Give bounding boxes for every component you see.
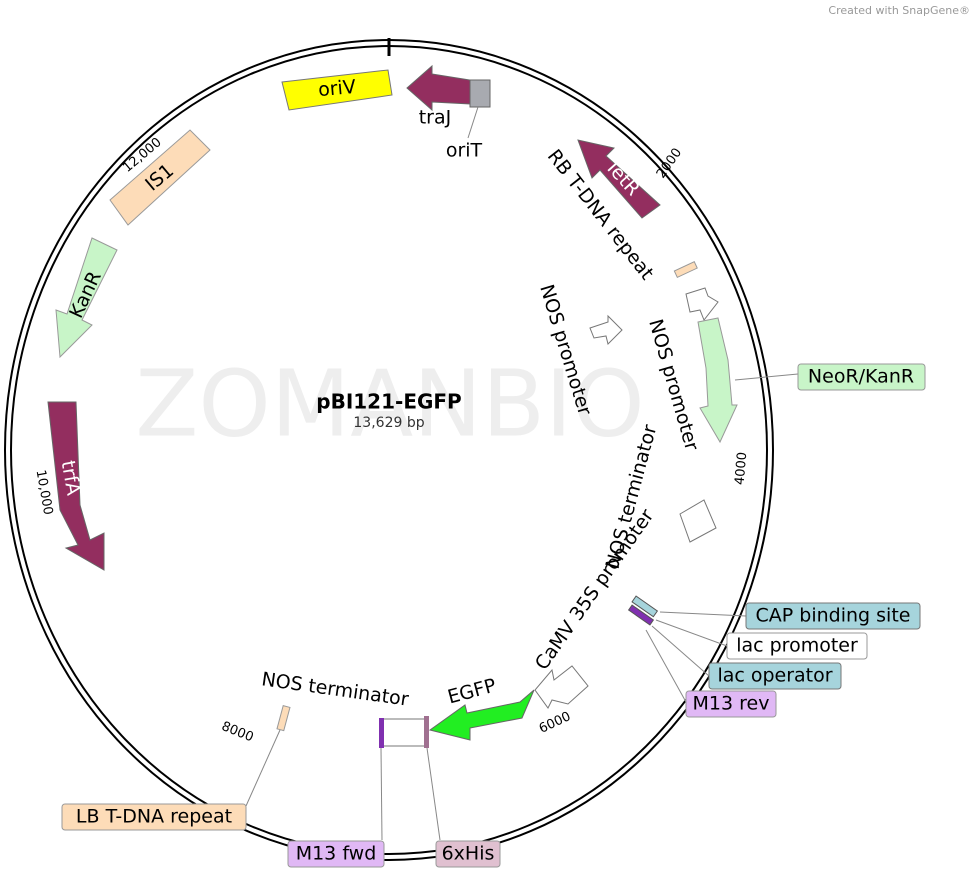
- callout-label: lac promoter: [736, 635, 858, 657]
- feature-is1: [109, 129, 211, 226]
- feature-6xhis: [424, 716, 429, 748]
- feature-camv: [534, 665, 589, 709]
- feature-m13fwd: [379, 718, 384, 748]
- callout-label: M13 fwd: [296, 843, 377, 865]
- callout-box: [708, 662, 842, 690]
- leader-line: [245, 729, 281, 807]
- callout-box: [685, 690, 777, 718]
- callout-label: NeoR/KanR: [808, 366, 914, 388]
- leader-line: [380, 747, 383, 841]
- callout-box: [287, 840, 385, 868]
- leader-line: [645, 629, 687, 703]
- feature-tetr: [577, 139, 661, 219]
- feature-label: KanR: [65, 268, 106, 322]
- map-title: pBI121-EGFP: [316, 390, 461, 414]
- leader-line: [467, 106, 479, 139]
- leader-line: [651, 625, 710, 677]
- feature-label: traJ: [419, 107, 452, 129]
- feature-trfa: [47, 401, 105, 571]
- feature-orit: [469, 79, 491, 108]
- feature-oriv: [281, 69, 393, 111]
- feature-his: [381, 718, 429, 747]
- tick-label: 10,000: [33, 469, 56, 516]
- callout-label: CAP binding site: [756, 605, 911, 627]
- feature-kanr: [55, 237, 118, 359]
- leader-line: [659, 611, 747, 617]
- feature-egfp: [428, 689, 535, 741]
- feature-cap: [631, 595, 659, 618]
- callout-box: [745, 602, 921, 630]
- watermark: ZOMANBIO: [135, 350, 644, 457]
- leader-line: [426, 747, 441, 841]
- callout-label: LB T-DNA repeat: [76, 806, 232, 828]
- callout-label: lac operator: [717, 665, 832, 687]
- feature-label: oriT: [446, 140, 483, 162]
- callout-box: [726, 632, 868, 660]
- map-size: 13,629 bp: [353, 415, 424, 431]
- feature-traj: [406, 64, 471, 112]
- callout-label: 6xHis: [442, 843, 495, 865]
- callout-label: M13 rev: [693, 693, 770, 715]
- callout-box: [435, 840, 501, 868]
- tick-label: 4000: [733, 451, 751, 485]
- feature-label: EGFP: [445, 675, 498, 709]
- feature-rb: [673, 261, 698, 279]
- feature-nos-promoter: [589, 314, 623, 345]
- feature-lb: [276, 705, 291, 732]
- feature-neor: [697, 317, 738, 444]
- feature-label: oriV: [317, 76, 356, 101]
- feature-label: CaMV 35S promoter: [531, 505, 659, 674]
- credit: Created with SnapGene®: [828, 4, 970, 17]
- tick-label: 6000: [537, 709, 573, 737]
- leader-line: [655, 619, 728, 647]
- callout-box: [61, 803, 247, 831]
- callout-box: [797, 363, 926, 391]
- leader-line: [734, 373, 799, 381]
- tick-label: 2000: [654, 146, 685, 182]
- feature-nos-terminator: [679, 499, 717, 543]
- tick-label: 8000: [219, 719, 255, 745]
- feature-nos-promoter: [685, 287, 719, 321]
- feature-label: NOS terminator: [260, 668, 410, 710]
- feature-m13rev: [627, 604, 655, 626]
